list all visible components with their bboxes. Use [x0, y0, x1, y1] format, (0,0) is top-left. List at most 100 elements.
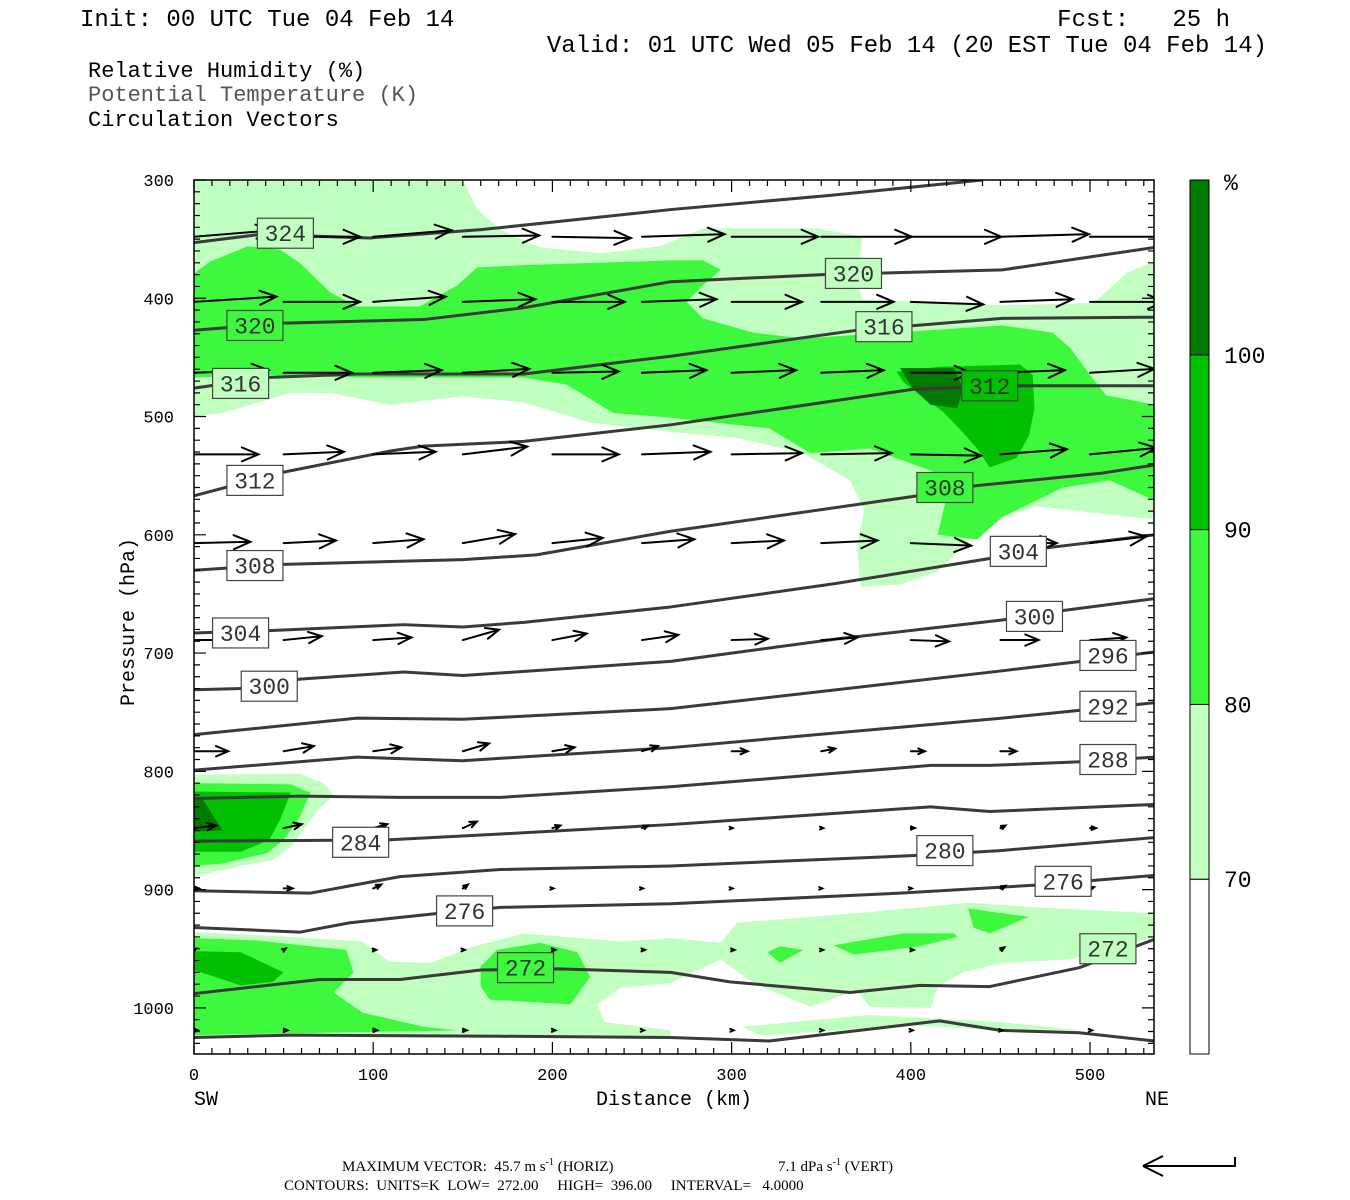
- circulation-vector: [730, 293, 805, 310]
- circulation-vector: [999, 824, 1008, 831]
- circulation-vector: [1087, 1027, 1095, 1033]
- circulation-vector: [372, 743, 404, 755]
- circulation-vector: [1089, 530, 1149, 547]
- contour-label-text: 284: [340, 831, 381, 857]
- circulation-vector: [820, 533, 881, 550]
- circulation-vector: [1089, 235, 1154, 238]
- contour-label-text: 276: [444, 900, 485, 926]
- circulation-vector: [460, 947, 468, 953]
- y-tick-label: 300: [143, 173, 174, 192]
- contour-label-text: 308: [234, 555, 275, 581]
- circulation-vector: [638, 886, 646, 891]
- init-time: Init: 00 UTC Tue 04 Feb 14: [80, 7, 454, 34]
- circulation-vector: [907, 886, 915, 891]
- contour-label: 320: [824, 257, 883, 290]
- y-tick-label: 1000: [133, 1001, 174, 1020]
- circulation-vector: [641, 226, 728, 243]
- circulation-vector: [551, 531, 606, 548]
- circulation-vector: [908, 1027, 916, 1033]
- circulation-vector: [1089, 441, 1154, 458]
- y-tick-label: 900: [143, 883, 174, 902]
- reference-vector-arrow-icon: [1142, 1155, 1236, 1177]
- circulation-vector: [820, 746, 838, 754]
- circulation-vector: [282, 885, 296, 892]
- circulation-vector: [728, 886, 736, 891]
- contour-label: 272: [496, 952, 555, 984]
- circulation-vector: [282, 364, 355, 381]
- circulation-vector: [461, 626, 502, 642]
- circulation-vector: [641, 444, 714, 461]
- colorbar-unit: %: [1224, 171, 1238, 197]
- x-tick-label: 200: [537, 1067, 568, 1086]
- circulation-vector: [282, 1027, 291, 1033]
- contour-label-text: 320: [833, 262, 874, 288]
- circulation-vector: [461, 227, 542, 244]
- circulation-vector: [461, 361, 532, 378]
- circulation-vector: [909, 447, 984, 464]
- x-tick-label: 500: [1075, 1067, 1106, 1086]
- contour-label-box: [226, 309, 284, 342]
- circulation-vector: [818, 947, 826, 953]
- circulation-vector: [461, 528, 518, 545]
- contour-label-text: 272: [505, 957, 546, 983]
- contour-label-box: [226, 464, 284, 497]
- contour-label: 320: [226, 309, 284, 342]
- contour-label: 296: [1079, 639, 1137, 672]
- contour-label: 280: [916, 834, 974, 867]
- circulation-vector: [461, 440, 530, 457]
- circulation-vector: [1089, 361, 1154, 378]
- circulation-vector: [730, 362, 799, 379]
- circulation-vector: [461, 820, 480, 830]
- contour-label: 288: [1079, 743, 1137, 776]
- circulation-vector: [282, 742, 317, 754]
- circulation-vector: [998, 1027, 1005, 1033]
- x-tick-label: 100: [358, 1067, 389, 1086]
- contour-label-box: [1079, 639, 1137, 672]
- circulation-vector: [909, 947, 917, 953]
- circulation-vector: [909, 228, 1004, 245]
- circulation-vector: [641, 630, 681, 644]
- circulation-vector: [551, 824, 563, 831]
- circulation-vector: [999, 442, 1070, 459]
- contour-label: 316: [211, 367, 270, 400]
- contour-label-text: 300: [1014, 605, 1055, 631]
- circulation-vector: [730, 533, 787, 550]
- y-tick-label: 800: [143, 764, 174, 783]
- contour-label-text: 276: [1042, 870, 1083, 896]
- contour-label-text: 312: [234, 469, 275, 495]
- contour-label-text: 308: [924, 476, 965, 502]
- circulation-vector: [194, 821, 219, 832]
- contour-label: 316: [855, 311, 913, 343]
- circulation-vector: [641, 291, 720, 308]
- circulation-vector: [999, 945, 1007, 952]
- circulation-vector: [999, 884, 1008, 891]
- circulation-vector: [372, 883, 384, 890]
- circulation-vector: [818, 825, 826, 831]
- contour-label: 324: [256, 217, 314, 249]
- colorbar-segment: [1189, 529, 1210, 705]
- circulation-vector: [282, 533, 339, 550]
- contour-label-box: [1079, 743, 1137, 776]
- rh-region-90: [194, 791, 291, 852]
- circulation-vector: [909, 634, 952, 648]
- circulation-vector: [641, 744, 661, 753]
- x-tick-label: 300: [716, 1067, 747, 1086]
- theta-contour-288: [194, 755, 1154, 801]
- theta-contour-316: [194, 315, 1154, 390]
- contour-label-box: [211, 367, 270, 400]
- circulation-vector: [461, 882, 470, 890]
- colorbar-segment: [1189, 878, 1210, 1055]
- circulation-vector: [372, 362, 445, 379]
- circulation-vector: [730, 747, 751, 756]
- circulation-vector: [282, 821, 305, 831]
- circulation-vector: [909, 536, 974, 553]
- circulation-vector: [282, 444, 347, 461]
- circulation-vector: [999, 291, 1076, 308]
- contour-label: 304: [211, 617, 270, 649]
- circulation-vector: [194, 289, 280, 306]
- circulation-vector: [909, 295, 986, 312]
- contour-label-box: [916, 471, 974, 504]
- rh-region-90: [194, 951, 284, 986]
- circulation-vector: [818, 886, 825, 891]
- circulation-vector: [641, 824, 651, 831]
